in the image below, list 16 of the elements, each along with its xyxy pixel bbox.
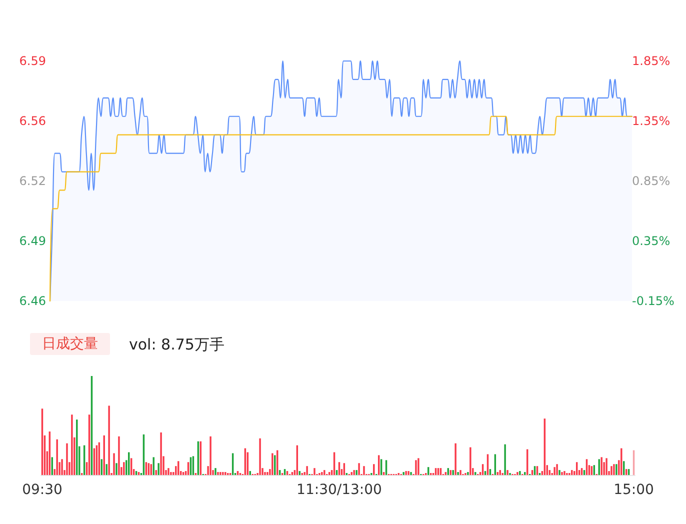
line-series xyxy=(49,116,633,302)
x-tick-label: 11:30/13:00 xyxy=(296,482,382,498)
chart-title: 日成交量 xyxy=(42,336,98,352)
y-tick-label: 6.49 xyxy=(19,234,46,248)
y-tick-label: 6.56 xyxy=(19,114,46,128)
y-tick-label: 6.59 xyxy=(19,54,46,68)
y2-tick-label: 0.85% xyxy=(632,174,670,188)
y2-tick-label: 1.85% xyxy=(632,54,670,68)
text: vol: 8.75万手 xyxy=(129,336,224,354)
x-tick-label: 15:00 xyxy=(614,482,654,498)
y2-tick-label: -0.15% xyxy=(632,294,674,308)
y2-tick-label: 0.35% xyxy=(632,234,670,248)
x-tick-label: 09:30 xyxy=(22,482,62,498)
y2-tick-label: 1.35% xyxy=(632,114,670,128)
y-tick-label: 6.52 xyxy=(19,174,46,188)
y-tick-label: 6.46 xyxy=(19,294,46,308)
